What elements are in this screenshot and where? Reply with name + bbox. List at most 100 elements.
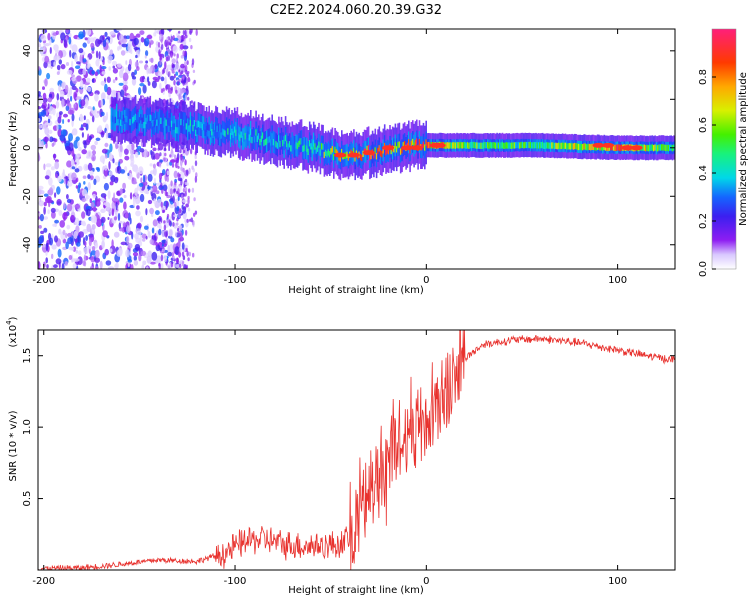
heatmap-cell xyxy=(145,235,148,240)
heatmap-cell xyxy=(94,257,100,264)
colorbar-tick-label: 0.2 xyxy=(698,213,709,229)
heatmap-hotspot xyxy=(382,145,395,151)
heatmap-cell xyxy=(68,36,72,45)
heatmap-cell xyxy=(91,154,96,162)
heatmap-cell xyxy=(38,106,42,110)
heatmap-cell xyxy=(47,97,53,103)
heatmap-cell xyxy=(131,143,135,151)
heatmap-cell xyxy=(43,163,46,171)
heatmap-cell xyxy=(146,266,149,269)
heatmap-cell xyxy=(379,150,382,157)
heatmap-cell xyxy=(68,255,73,260)
heatmap-cell xyxy=(172,123,174,130)
heatmap-cell xyxy=(286,140,288,148)
heatmap-cell xyxy=(458,142,461,149)
heatmap-cell xyxy=(511,142,513,149)
heatmap-cell xyxy=(152,219,158,227)
heatmap-cell xyxy=(607,144,610,152)
spectrogram-frame xyxy=(37,28,676,270)
heatmap-cell xyxy=(47,103,50,110)
heatmap-cell xyxy=(89,170,94,175)
y-tick-label: -20 xyxy=(22,188,33,204)
heatmap-cell xyxy=(195,129,197,136)
heatmap-cell xyxy=(136,145,142,150)
heatmap-cell xyxy=(165,238,169,242)
heatmap-cell xyxy=(485,142,488,149)
heatmap-cell xyxy=(582,144,584,151)
heatmap-cell xyxy=(176,35,182,44)
heatmap-cell xyxy=(456,141,458,149)
heatmap-cell xyxy=(347,154,350,161)
heatmap-cell xyxy=(145,60,149,64)
heatmap-cell xyxy=(165,204,168,211)
heatmap-cell xyxy=(94,71,98,76)
heatmap-cell xyxy=(165,119,168,126)
heatmap-cell xyxy=(75,96,82,100)
heatmap-cell xyxy=(43,61,48,69)
heatmap-cell xyxy=(87,245,92,250)
heatmap-cell xyxy=(173,261,176,268)
heatmap-cell xyxy=(76,177,79,183)
heatmap-cell xyxy=(203,124,205,131)
heatmap-cell xyxy=(79,79,84,89)
heatmap-cell xyxy=(279,140,281,148)
heatmap-cell xyxy=(146,115,149,122)
heatmap-cell xyxy=(179,43,184,50)
heatmap-cell xyxy=(186,250,189,257)
heatmap-cell xyxy=(165,56,169,62)
heatmap-cell xyxy=(102,40,107,48)
heatmap-cell xyxy=(270,139,272,146)
heatmap-cell xyxy=(42,86,45,90)
heatmap-cell xyxy=(167,265,171,269)
heatmap-cell xyxy=(166,64,172,70)
heatmap-cell xyxy=(83,247,90,254)
heatmap-cell xyxy=(549,142,552,150)
heatmap-cell xyxy=(213,130,216,137)
heatmap-cell xyxy=(536,142,539,149)
heatmap-cell xyxy=(56,186,61,195)
heatmap-cell xyxy=(75,185,79,189)
heatmap-cell xyxy=(315,147,318,154)
heatmap-cell xyxy=(205,125,208,132)
heatmap-cell xyxy=(74,203,81,210)
heatmap-cell xyxy=(212,131,215,138)
heatmap-cell xyxy=(224,130,227,137)
heatmap-cell xyxy=(667,145,670,152)
heatmap-cell xyxy=(499,141,501,149)
heatmap-cell xyxy=(528,141,531,149)
heatmap-cell xyxy=(191,187,195,193)
heatmap-cell xyxy=(186,73,189,77)
heatmap-cell xyxy=(114,176,119,184)
heatmap-cell xyxy=(512,142,514,149)
heatmap-cell xyxy=(41,102,47,109)
heatmap-cell xyxy=(158,162,162,168)
heatmap-cell xyxy=(553,143,556,150)
heatmap-cell xyxy=(240,131,243,138)
heatmap-cell xyxy=(504,142,506,149)
heatmap-cell xyxy=(524,141,527,149)
heatmap-cell xyxy=(260,135,263,142)
heatmap-cell xyxy=(90,201,95,208)
heatmap-cell xyxy=(184,229,188,236)
x-tick-label: -100 xyxy=(224,576,247,587)
heatmap-cell xyxy=(175,57,178,64)
heatmap-cell xyxy=(139,148,145,153)
heatmap-cell xyxy=(91,246,96,251)
heatmap-cell xyxy=(311,146,314,154)
heatmap-cell xyxy=(93,215,97,224)
x-tick-label: -200 xyxy=(32,275,55,286)
heatmap-cell xyxy=(95,50,99,59)
heatmap-cell xyxy=(171,58,176,64)
heatmap-cell xyxy=(153,177,156,185)
heatmap-cell xyxy=(53,153,56,161)
heatmap-cell xyxy=(448,142,450,149)
heatmap-cell xyxy=(51,244,57,250)
heatmap-cell xyxy=(124,117,126,124)
heatmap-cell xyxy=(177,195,180,202)
heatmap-cell xyxy=(91,78,95,83)
heatmap-cell xyxy=(410,140,413,147)
heatmap-cell xyxy=(96,126,103,133)
heatmap-cell xyxy=(84,241,87,247)
heatmap-cell xyxy=(408,139,410,146)
heatmap-cell xyxy=(85,205,92,211)
